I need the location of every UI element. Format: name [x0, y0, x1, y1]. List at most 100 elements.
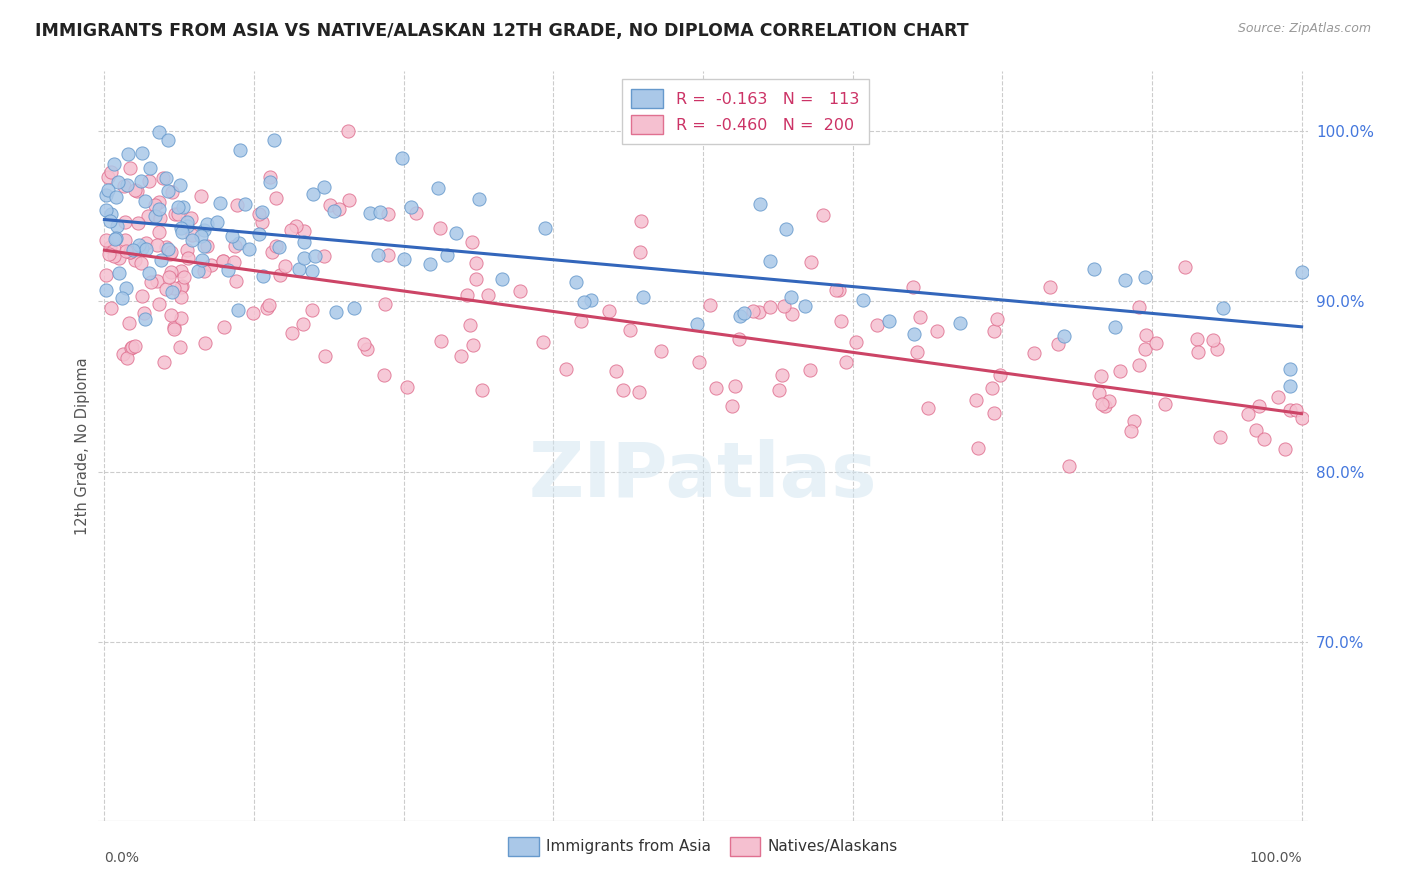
Point	[169, 340, 191, 354]
Point	[1244, 423, 1267, 437]
Point	[1022, 346, 1045, 360]
Point	[908, 310, 931, 324]
Point	[107, 175, 129, 189]
Point	[1278, 379, 1301, 393]
Point	[477, 287, 499, 301]
Point	[724, 378, 747, 392]
Point	[471, 383, 494, 397]
Point	[830, 314, 852, 328]
Text: ZIPatlas: ZIPatlas	[529, 439, 877, 513]
Point	[1291, 410, 1313, 425]
Point	[458, 318, 481, 332]
Point	[491, 272, 513, 286]
Point	[176, 243, 198, 257]
Point	[167, 200, 190, 214]
Point	[395, 380, 418, 394]
Point	[758, 253, 780, 268]
Point	[131, 241, 153, 255]
Point	[163, 319, 186, 334]
Point	[811, 209, 834, 223]
Point	[780, 307, 803, 321]
Point	[444, 226, 467, 240]
Point	[967, 442, 990, 456]
Point	[112, 178, 135, 193]
Point	[127, 216, 149, 230]
Point	[94, 283, 117, 297]
Point	[465, 272, 488, 286]
Point	[194, 335, 217, 350]
Point	[903, 326, 925, 341]
Point	[264, 191, 287, 205]
Point	[163, 207, 186, 221]
Point	[117, 351, 139, 365]
Point	[377, 207, 399, 221]
Point	[193, 223, 215, 237]
Point	[949, 316, 972, 330]
Point	[160, 285, 183, 300]
Point	[112, 347, 135, 361]
Point	[343, 301, 366, 316]
Point	[117, 316, 139, 330]
Point	[312, 180, 335, 194]
Point	[301, 264, 323, 278]
Point	[468, 192, 491, 206]
Point	[800, 255, 823, 269]
Point	[115, 178, 138, 193]
Point	[336, 124, 359, 138]
Point	[163, 322, 186, 336]
Point	[124, 339, 146, 353]
Point	[852, 293, 875, 307]
Point	[1128, 300, 1150, 314]
Point	[368, 205, 391, 219]
Point	[534, 221, 557, 235]
Point	[1202, 333, 1225, 347]
Point	[134, 312, 156, 326]
Point	[318, 197, 340, 211]
Legend: Immigrants from Asia, Natives/Alaskans: Immigrants from Asia, Natives/Alaskans	[502, 830, 904, 862]
Point	[1206, 343, 1229, 357]
Point	[115, 244, 138, 259]
Point	[988, 368, 1011, 382]
Point	[1278, 362, 1301, 376]
Point	[120, 244, 142, 259]
Point	[292, 235, 315, 250]
Point	[292, 318, 315, 332]
Point	[405, 206, 427, 220]
Point	[903, 280, 925, 294]
Point	[177, 251, 200, 265]
Point	[865, 318, 887, 333]
Point	[238, 242, 260, 256]
Point	[285, 219, 308, 233]
Point	[129, 174, 152, 188]
Point	[212, 254, 235, 268]
Point	[105, 219, 128, 234]
Point	[153, 355, 176, 369]
Point	[129, 255, 152, 269]
Point	[217, 263, 239, 277]
Point	[190, 229, 212, 244]
Point	[242, 306, 264, 320]
Point	[965, 392, 987, 407]
Point	[157, 242, 180, 256]
Point	[630, 213, 652, 227]
Point	[1212, 301, 1234, 316]
Point	[263, 133, 285, 147]
Point	[172, 226, 194, 240]
Point	[983, 324, 1005, 338]
Point	[259, 169, 281, 184]
Point	[146, 238, 169, 252]
Point	[775, 222, 797, 236]
Point	[162, 185, 184, 199]
Point	[1083, 262, 1105, 277]
Point	[148, 225, 170, 239]
Point	[419, 257, 441, 271]
Point	[97, 170, 120, 185]
Point	[172, 279, 194, 293]
Point	[356, 342, 378, 356]
Point	[155, 171, 177, 186]
Point	[160, 244, 183, 259]
Point	[456, 288, 478, 302]
Point	[1135, 327, 1157, 342]
Point	[114, 281, 136, 295]
Text: 0.0%: 0.0%	[104, 851, 139, 865]
